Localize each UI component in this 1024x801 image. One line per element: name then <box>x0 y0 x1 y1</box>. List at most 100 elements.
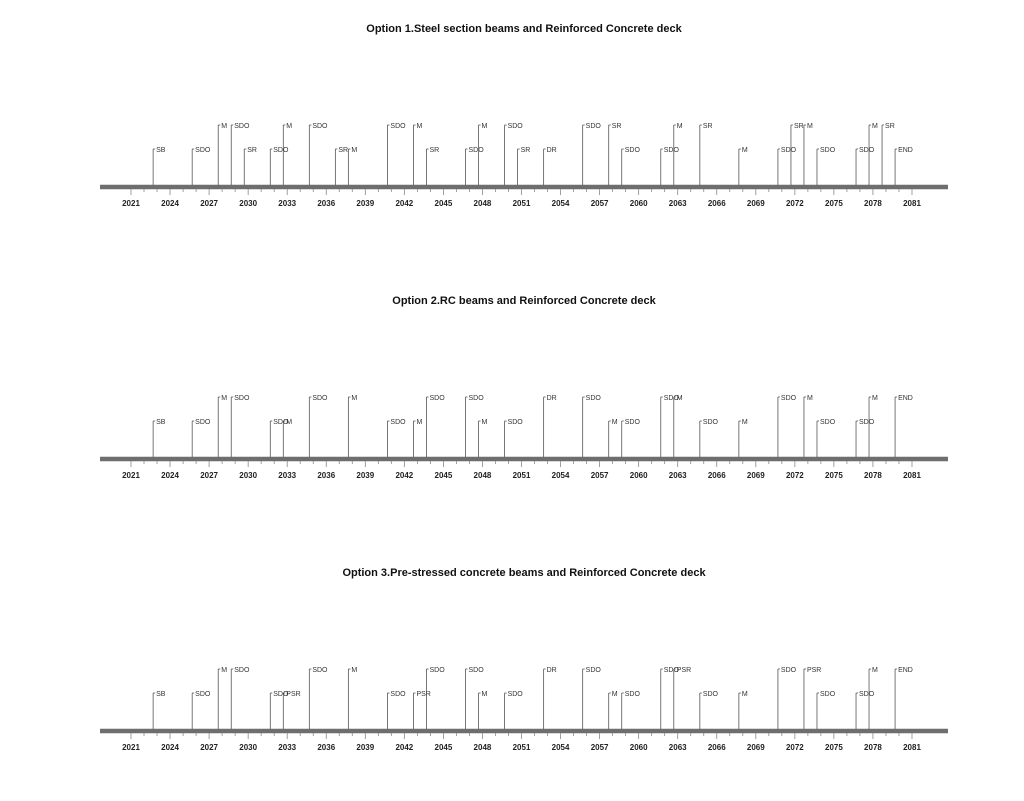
event-label: M <box>807 123 813 130</box>
axis-tick-label: 2069 <box>747 471 765 480</box>
axis-tick-label: 2051 <box>513 199 531 208</box>
axis-tick-label: 2060 <box>630 743 648 752</box>
event-label: END <box>898 395 913 402</box>
event-label: SDO <box>664 395 680 402</box>
axis-tick-label: 2048 <box>474 471 492 480</box>
event-label: SDO <box>664 667 680 674</box>
event-label: M <box>742 147 748 154</box>
axis-tick-label: 2027 <box>200 471 218 480</box>
event-label: M <box>677 123 683 130</box>
event-label: SDO <box>195 419 211 426</box>
event-label: SDO <box>586 667 602 674</box>
axis-tick-label: 2021 <box>122 471 140 480</box>
axis-tick-label: 2021 <box>122 743 140 752</box>
event-label: M <box>416 419 422 426</box>
event-label: SR <box>612 123 622 130</box>
axis-tick-label: 2069 <box>747 743 765 752</box>
axis-tick-label: 2063 <box>669 743 687 752</box>
event-label: M <box>221 123 227 130</box>
panel-title: Option 2.RC beams and Reinforced Concret… <box>392 295 656 307</box>
event-label: SDO <box>664 147 680 154</box>
event-label: M <box>416 123 422 130</box>
timeline-panel-1: Option 1.Steel section beams and Reinfor… <box>100 23 948 208</box>
event-label: M <box>872 667 878 674</box>
axis-tick-label: 2039 <box>356 199 374 208</box>
event-label: PSR <box>807 667 821 674</box>
axis-tick-label: 2075 <box>825 743 843 752</box>
event-label: M <box>742 691 748 698</box>
event-label: SDO <box>469 147 485 154</box>
event-label: SDO <box>781 147 797 154</box>
event-label: M <box>286 123 292 130</box>
event-label: M <box>482 419 488 426</box>
axis-tick-label: 2048 <box>474 199 492 208</box>
event-label: SR <box>885 123 895 130</box>
event-label: SDO <box>234 123 250 130</box>
axis-tick-label: 2081 <box>903 471 921 480</box>
event-label: M <box>482 123 488 130</box>
axis-tick-label: 2081 <box>903 743 921 752</box>
axis-tick-label: 2075 <box>825 199 843 208</box>
event-label: SB <box>156 419 166 426</box>
event-label: SDO <box>312 123 328 130</box>
event-label: SDO <box>273 691 289 698</box>
event-label: SDO <box>429 667 445 674</box>
event-label: SDO <box>703 419 719 426</box>
event-label: SDO <box>273 147 289 154</box>
event-label: SDO <box>195 691 211 698</box>
axis-tick-label: 2045 <box>435 743 453 752</box>
event-label: SDO <box>820 691 836 698</box>
timeline-panel-2: Option 2.RC beams and Reinforced Concret… <box>100 295 948 480</box>
event-label: SR <box>338 147 348 154</box>
axis-tick-label: 2051 <box>513 743 531 752</box>
event-label: END <box>898 667 913 674</box>
event-label: PSR <box>677 667 691 674</box>
axis-tick-label: 2036 <box>317 743 335 752</box>
event-label: DR <box>547 667 557 674</box>
event-label: DR <box>547 395 557 402</box>
event-label: SDO <box>273 419 289 426</box>
panel-title: Option 1.Steel section beams and Reinfor… <box>366 23 682 35</box>
event-label: SDO <box>625 419 641 426</box>
axis-tick-label: 2054 <box>552 199 570 208</box>
axis-tick-label: 2078 <box>864 471 882 480</box>
axis-tick-label: 2057 <box>591 743 609 752</box>
event-label: SDO <box>508 419 524 426</box>
event-label: SDO <box>859 691 875 698</box>
event-label: SDO <box>234 667 250 674</box>
event-label: SDO <box>820 147 836 154</box>
event-label: M <box>286 419 292 426</box>
axis-tick-label: 2063 <box>669 199 687 208</box>
axis-tick-label: 2054 <box>552 471 570 480</box>
axis-tick-label: 2024 <box>161 199 179 208</box>
axis-tick-label: 2021 <box>122 199 140 208</box>
event-label: M <box>807 395 813 402</box>
event-label: SDO <box>469 395 485 402</box>
event-label: M <box>872 123 878 130</box>
event-label: SDO <box>703 691 719 698</box>
event-label: DR <box>547 147 557 154</box>
axis-tick-label: 2066 <box>708 199 726 208</box>
axis-tick-label: 2057 <box>591 199 609 208</box>
axis-tick-label: 2051 <box>513 471 531 480</box>
axis-tick-label: 2072 <box>786 743 804 752</box>
axis-tick-label: 2033 <box>278 471 296 480</box>
event-label: SB <box>156 147 166 154</box>
axis-tick-label: 2078 <box>864 199 882 208</box>
event-label: SDO <box>234 395 250 402</box>
axis-tick-label: 2036 <box>317 471 335 480</box>
axis-tick-label: 2027 <box>200 743 218 752</box>
event-label: M <box>482 691 488 698</box>
event-label: SDO <box>781 667 797 674</box>
event-label: SR <box>794 123 804 130</box>
axis-tick-label: 2042 <box>395 743 413 752</box>
axis-tick-label: 2030 <box>239 743 257 752</box>
panel-title: Option 3.Pre-stressed concrete beams and… <box>342 567 706 579</box>
axis-tick-label: 2042 <box>395 471 413 480</box>
axis-tick-label: 2024 <box>161 743 179 752</box>
event-label: M <box>351 667 357 674</box>
axis-tick-label: 2033 <box>278 199 296 208</box>
axis-tick-label: 2042 <box>395 199 413 208</box>
axis-tick-label: 2054 <box>552 743 570 752</box>
event-label: SB <box>156 691 166 698</box>
